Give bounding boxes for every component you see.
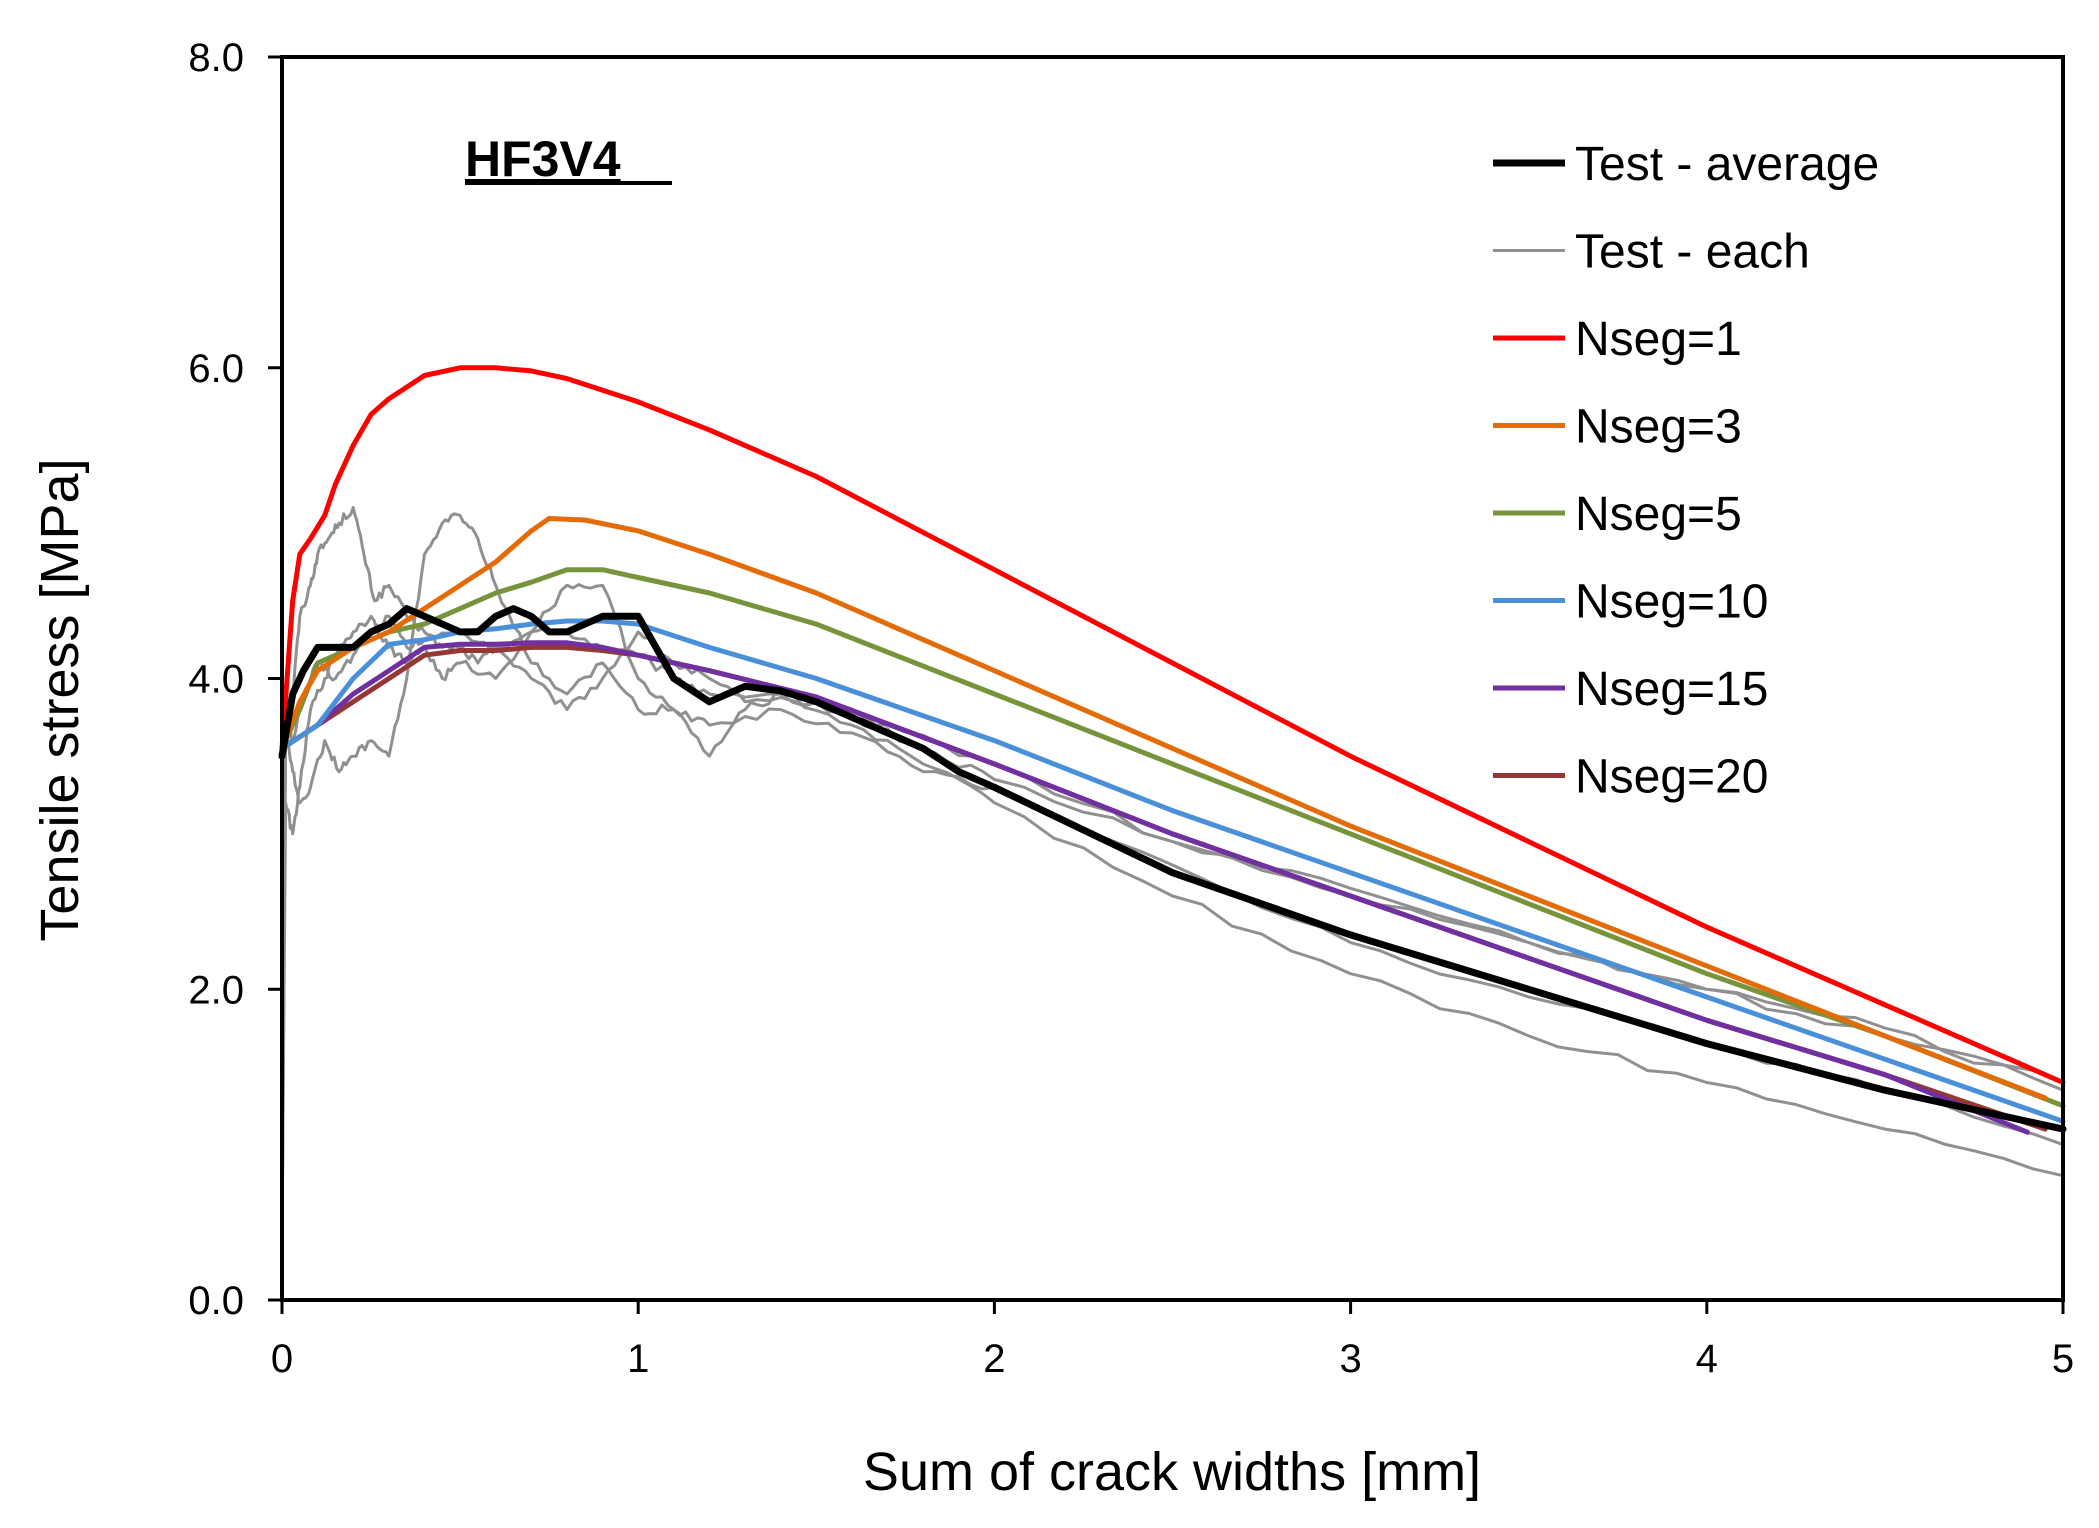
x-tick-label: 0 <box>271 1337 293 1381</box>
x-tick-label: 1 <box>627 1337 649 1381</box>
legend-label: Test - average <box>1575 138 1879 191</box>
y-tick-label: 8.0 <box>188 36 244 80</box>
legend-label: Nseg=5 <box>1575 488 1742 541</box>
y-tick-label: 4.0 <box>188 658 244 702</box>
series-line-nseg-10 <box>279 618 2066 1124</box>
legend-label: Nseg=10 <box>1575 576 1768 629</box>
x-tick-label: 2 <box>983 1337 1005 1381</box>
y-tick-label: 6.0 <box>188 347 244 391</box>
series-line-nseg-3 <box>279 516 2048 1101</box>
legend: Test - average Test - each Nseg=1 Nseg=3 Nse… <box>1493 138 1879 804</box>
legend-label: Nseg=20 <box>1575 751 1768 804</box>
y-axis-title: Tensile stress [MPa] <box>30 458 90 941</box>
y-tick-label: 0.0 <box>188 1279 244 1323</box>
x-tick-label: 4 <box>1696 1337 1718 1381</box>
series-layer <box>278 365 2067 1255</box>
y-tick-label: 2.0 <box>188 968 244 1012</box>
chart-annotation: HF3V4 <box>465 131 621 187</box>
x-axis-title: Sum of crack widths [mm] <box>863 1442 1481 1502</box>
y-axis-ticks: 0.0 2.0 4.0 6.0 8.0 <box>188 36 282 1323</box>
x-tick-label: 3 <box>1339 1337 1361 1381</box>
series-line-test-each <box>280 506 2065 1255</box>
x-axis-ticks: 0 1 2 3 4 5 <box>271 1300 2074 1381</box>
legend-label: Test - each <box>1575 226 1810 279</box>
series-line-nseg-1 <box>279 365 2066 1085</box>
legend-label: Nseg=1 <box>1575 313 1742 366</box>
x-tick-label: 5 <box>2052 1337 2074 1381</box>
series-line-nseg-15 <box>279 640 2030 1135</box>
series-line-test-each <box>280 614 2065 1240</box>
legend-label: Nseg=3 <box>1575 401 1742 454</box>
series-line-test-average <box>278 605 2067 1133</box>
legend-label: Nseg=15 <box>1575 663 1768 716</box>
